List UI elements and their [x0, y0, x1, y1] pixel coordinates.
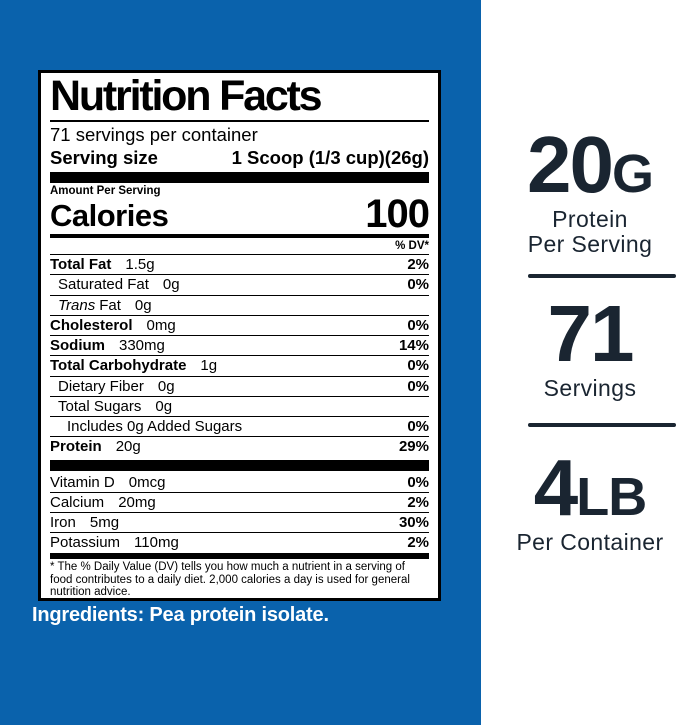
nutrient-row-protein: Protein 20g 29%: [50, 436, 429, 456]
daily-value-header: % DV*: [395, 240, 429, 253]
nutrient-row-total-sugars: Total Sugars 0g: [50, 395, 429, 416]
medium-divider-bar: [50, 552, 429, 559]
callout-protein: 20G Protein Per Serving: [505, 120, 675, 258]
daily-value-footnote: * The % Daily Value (DV) tells you how m…: [50, 561, 410, 599]
callout-servings-caption: Servings: [543, 374, 637, 401]
micro-row-vitamin-d: Vitamin D 0mcg 0%: [50, 473, 429, 491]
callout-protein-caption: Protein Per Serving: [527, 205, 653, 258]
callout-weight: 4LB Per Container: [505, 443, 675, 555]
micro-row-calcium: Calcium 20mg 2%: [50, 491, 429, 511]
nutrient-row-dietary-fiber: Dietary Fiber 0g 0%: [50, 375, 429, 396]
servings-per-container: 71 servings per container: [50, 123, 258, 145]
medium-divider-bar: [50, 234, 429, 239]
serving-size-label: Serving size: [50, 147, 158, 169]
nutrient-row-cholesterol: Cholesterol 0mg 0%: [50, 314, 429, 334]
thick-divider-bar: [50, 459, 429, 471]
amount-per-serving-label: Amount Per Serving: [50, 185, 161, 198]
label-title: Nutrition Facts: [50, 74, 429, 122]
nutrient-row-sodium: Sodium 330mg 14%: [50, 335, 429, 355]
nutrient-row-added-sugars: Includes 0g Added Sugars 0%: [50, 416, 429, 436]
calories-value: 100: [365, 192, 430, 237]
nutrient-row-saturated-fat: Saturated Fat 0g 0%: [50, 274, 429, 294]
ingredients-text: Ingredients: Pea protein isolate.: [32, 604, 329, 626]
callout-protein-value: 20G: [527, 120, 654, 209]
serving-size-row: Serving size 1 Scoop (1/3 cup)(26g): [50, 147, 429, 169]
micro-row-potassium: Potassium 110mg 2%: [50, 532, 429, 552]
nutrient-row-trans-fat: Trans Fat 0g: [50, 294, 429, 315]
callout-weight-value: 4LB: [533, 443, 647, 532]
nutrition-facts-label: Nutrition Facts 71 servings per containe…: [38, 70, 441, 601]
callout-divider: [528, 423, 676, 427]
micro-row-iron: Iron 5mg 30%: [50, 512, 429, 532]
nutrient-row-total-carbohydrate: Total Carbohydrate 1g 0%: [50, 355, 429, 375]
nutrient-row-total-fat: Total Fat 1.5g 2%: [50, 254, 429, 274]
callout-servings-value: 71: [547, 289, 635, 378]
thick-divider-bar: [50, 172, 429, 184]
callout-weight-caption: Per Container: [516, 528, 664, 555]
blue-background-panel: Nutrition Facts 71 servings per containe…: [0, 0, 481, 725]
calories-row: Calories 100: [50, 192, 430, 237]
callout-divider: [528, 274, 676, 278]
callout-servings: 71 Servings: [505, 289, 675, 401]
serving-size-value: 1 Scoop (1/3 cup)(26g): [231, 147, 429, 169]
calories-label: Calories: [50, 198, 169, 234]
highlights-panel: 20G Protein Per Serving 71 Servings 4LB …: [481, 0, 679, 725]
